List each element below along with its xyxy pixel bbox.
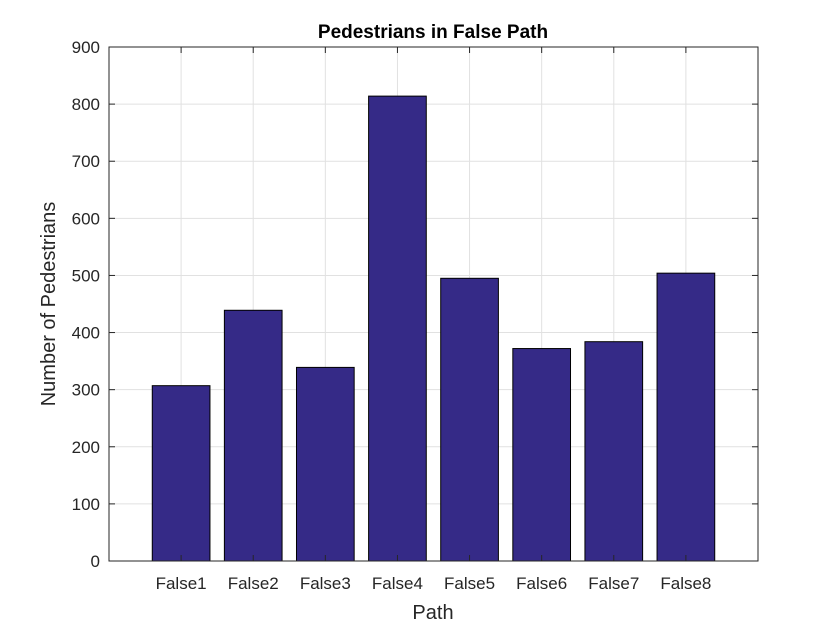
y-tick-label: 400 xyxy=(72,324,100,343)
y-tick-label: 700 xyxy=(72,152,100,171)
bar-false4 xyxy=(368,95,427,562)
bar-false6 xyxy=(512,348,572,562)
x-axis-label: Path xyxy=(412,602,453,624)
y-tick-label: 0 xyxy=(91,552,100,571)
y-tick-label: 500 xyxy=(72,266,100,285)
y-tick-label: 600 xyxy=(72,209,100,228)
y-axis-ticks: 0 100 200 300 400 500 600 700 800 900 xyxy=(72,38,758,571)
y-tick-label: 900 xyxy=(72,38,100,57)
bar-false7 xyxy=(584,341,644,562)
bar-false3 xyxy=(295,366,355,562)
x-tick-label: False8 xyxy=(660,574,711,593)
x-tick-label: False4 xyxy=(372,574,423,593)
y-tick-label: 800 xyxy=(72,95,100,114)
bar-false5 xyxy=(440,277,499,562)
x-tick-label: False7 xyxy=(588,574,639,593)
y-axis-label: Number of Pedestrians xyxy=(38,202,60,407)
x-axis-ticks: False1 False2 False3 False4 False5 False6 Fals… xyxy=(156,47,711,593)
bar-false2 xyxy=(223,309,283,562)
y-tick-label: 300 xyxy=(72,381,100,400)
bars-layer xyxy=(151,95,716,562)
x-tick-label: False1 xyxy=(156,574,207,593)
x-tick-label: False6 xyxy=(516,574,567,593)
x-tick-label: False2 xyxy=(228,574,279,593)
bar-false1 xyxy=(151,385,211,562)
x-tick-label: False3 xyxy=(300,574,351,593)
chart-title: Pedestrians in False Path xyxy=(318,22,548,43)
axes-box xyxy=(108,46,759,562)
plot-area xyxy=(109,47,758,561)
y-tick-label: 200 xyxy=(72,438,100,457)
x-tick-label: False5 xyxy=(444,574,495,593)
bar-false8 xyxy=(656,272,716,562)
y-tick-label: 100 xyxy=(72,495,100,514)
